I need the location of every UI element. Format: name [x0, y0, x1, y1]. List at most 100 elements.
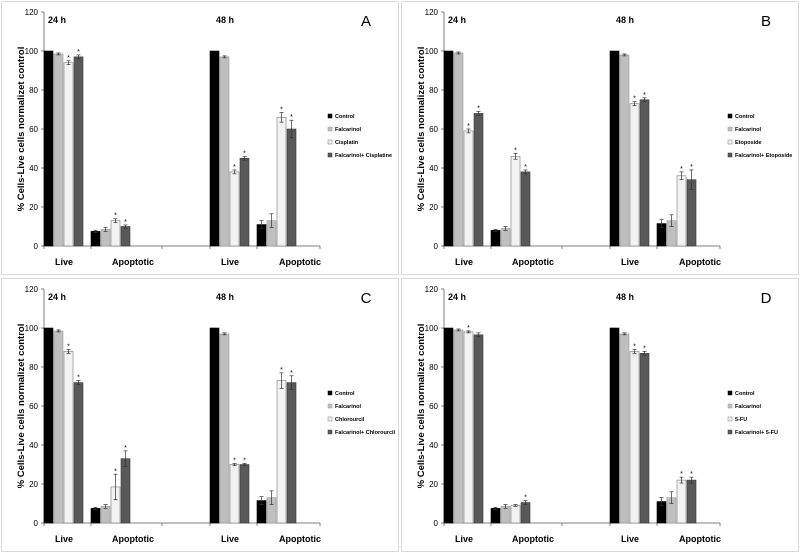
time-label: 24 h: [48, 15, 66, 25]
legend-label: Falcarinol+ Cisplatine: [335, 153, 392, 159]
bar: [629, 351, 640, 524]
category-label: Live: [221, 257, 239, 267]
y-tick-label: 100: [425, 47, 439, 56]
category-label: Live: [55, 534, 73, 544]
y-tick-label: 0: [34, 242, 39, 251]
legend-label: Falcarinol+ Etoposide: [735, 153, 792, 159]
significance-star: *: [643, 345, 646, 352]
bar: [209, 50, 220, 247]
significance-star: *: [643, 92, 646, 99]
y-tick-label: 60: [429, 125, 438, 134]
bar: [619, 333, 630, 524]
panel-letter: D: [761, 290, 772, 307]
category-label: Apoptotic: [279, 257, 321, 267]
bar: [276, 117, 287, 247]
y-tick-label: 100: [25, 324, 39, 333]
significance-star: *: [233, 164, 236, 171]
category-label: Apoptotic: [512, 257, 554, 267]
bar: [619, 54, 630, 247]
bar: [219, 333, 230, 524]
y-axis-label: % Cells-Live cells normalizet control: [16, 324, 27, 489]
y-tick-label: 40: [429, 164, 438, 173]
significance-star: *: [467, 325, 470, 332]
significance-star: *: [77, 49, 80, 56]
significance-star: *: [477, 105, 480, 112]
legend-label: Falcarinol: [335, 127, 361, 133]
category-label: Apoptotic: [679, 534, 721, 544]
bar: [676, 479, 687, 524]
bar: [629, 103, 640, 247]
significance-star: *: [124, 445, 127, 452]
significance-star: *: [633, 96, 636, 103]
bar: [73, 56, 84, 247]
y-tick-label: 0: [434, 242, 439, 251]
significance-star: *: [690, 471, 693, 478]
significance-star: *: [114, 468, 117, 475]
significance-star: *: [243, 458, 246, 465]
significance-star: *: [280, 367, 283, 374]
bar: [219, 56, 230, 247]
legend-label: Control: [335, 391, 355, 397]
y-tick-label: 80: [429, 363, 438, 372]
time-label: 48 h: [616, 292, 634, 302]
y-tick-label: 100: [425, 324, 439, 333]
legend-label: Falcarinol: [735, 127, 761, 133]
bar: [239, 157, 250, 247]
legend-swatch: [327, 390, 333, 396]
significance-star: *: [680, 471, 683, 478]
legend-label: Control: [735, 391, 755, 397]
y-tick-label: 120: [425, 285, 439, 294]
panel-letter: B: [761, 13, 771, 30]
y-tick-label: 40: [429, 441, 438, 450]
bar: [639, 99, 650, 247]
bar: [100, 506, 111, 524]
bar: [490, 508, 501, 524]
y-tick-label: 80: [429, 86, 438, 95]
time-label: 24 h: [48, 292, 66, 302]
y-tick-label: 60: [29, 125, 38, 134]
bar: [239, 464, 250, 524]
y-axis-label: % Cells-Live cells normalizet control: [416, 47, 427, 212]
chart-panel-a: 0 20 40 60 80 100 120 % Cells-Live cells normal…: [1, 1, 399, 275]
significance-star: *: [114, 213, 117, 220]
legend-label: Control: [735, 114, 755, 120]
time-label: 48 h: [616, 15, 634, 25]
significance-star: *: [633, 343, 636, 350]
legend-swatch: [727, 113, 733, 119]
y-tick-label: 80: [29, 363, 38, 372]
category-label: Apoptotic: [679, 257, 721, 267]
category-label: Apoptotic: [512, 534, 554, 544]
y-tick-label: 0: [34, 519, 39, 528]
significance-star: *: [680, 166, 683, 173]
bar: [229, 171, 240, 247]
legend-label: Falcarinol: [335, 404, 361, 410]
legend-label: Control: [335, 114, 355, 120]
significance-star: *: [290, 370, 293, 377]
significance-star: *: [243, 150, 246, 157]
significance-star: *: [124, 219, 127, 226]
significance-star: *: [467, 123, 470, 130]
chart-panel-b: 0 20 40 60 80 100 120 % Cells-Live cells normal…: [401, 1, 799, 275]
bar: [73, 382, 84, 524]
legend-label: Falcarinol+ Chlorourcil: [335, 430, 396, 436]
bar: [100, 229, 111, 247]
significance-star: *: [690, 164, 693, 171]
y-tick-label: 100: [25, 47, 39, 56]
significance-star: *: [290, 114, 293, 121]
bar: [500, 506, 511, 524]
bar: [286, 382, 297, 524]
time-label: 24 h: [448, 292, 466, 302]
bar: [63, 351, 74, 524]
y-axis-label: % Cells-Live cells normalizet control: [416, 324, 427, 489]
legend-swatch: [727, 390, 733, 396]
chart-svg-a: 0 20 40 60 80 100 120 % Cells-Live cells normal…: [16, 8, 392, 267]
chart-panel-d: 0 20 40 60 80 100 120 % Cells-Live cells normal…: [401, 278, 799, 552]
category-label: Live: [455, 257, 473, 267]
bar: [209, 327, 220, 524]
legend-label: Etoposide: [735, 140, 762, 146]
legend-swatch: [727, 139, 733, 145]
bar: [676, 175, 687, 247]
bar: [473, 113, 484, 247]
legend-label: Falcarinol+ 5-FU: [735, 430, 778, 436]
bar: [453, 329, 464, 524]
